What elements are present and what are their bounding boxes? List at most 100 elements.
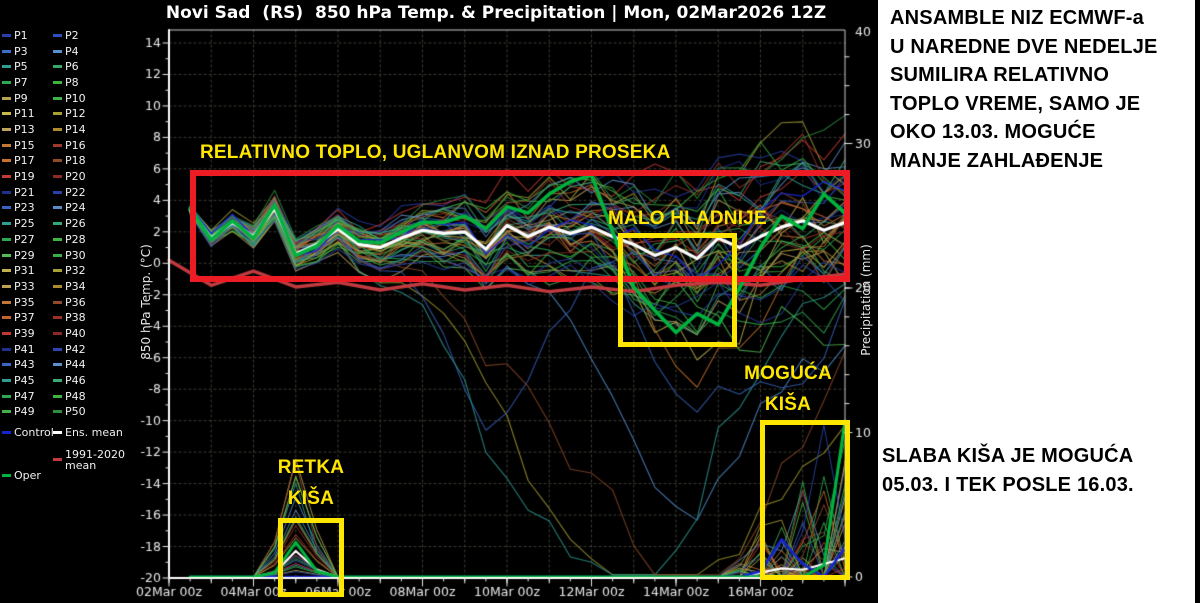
legend-item-label: P4 [65, 44, 79, 58]
legend-row: P23 P24 [2, 200, 132, 215]
legend-item-label: P44 [65, 358, 86, 372]
legend-item-p11: P11 [2, 106, 52, 121]
legend-item-p31: P31 [2, 263, 52, 278]
legend-swatch [2, 410, 11, 414]
legend-swatch [53, 394, 62, 398]
legend-row: P3 P4 [2, 44, 132, 59]
legend-item-label: P25 [14, 217, 35, 231]
legend-swatch [2, 206, 11, 210]
legend-item-p3: P3 [2, 44, 52, 59]
legend-item-label: P16 [65, 138, 86, 152]
legend-item-label: P33 [14, 279, 35, 293]
legend-item-p8: P8 [53, 75, 131, 90]
legend-row: P7 P8 [2, 75, 132, 90]
legend-row: P25 P26 [2, 216, 132, 231]
legend-swatch [53, 65, 62, 69]
legend-swatch [53, 316, 62, 320]
legend-item-p6: P6 [53, 59, 131, 74]
legend-swatch [2, 431, 11, 434]
legend-item-label: Oper [14, 469, 41, 482]
legend-item-p48: P48 [53, 389, 131, 404]
legend-item-label: P20 [65, 170, 86, 184]
edge-strip [1195, 0, 1200, 603]
legend-item-p13: P13 [2, 122, 52, 137]
legend-swatch [53, 222, 62, 226]
legend-item-p24: P24 [53, 200, 131, 215]
legend-swatch [53, 49, 62, 53]
legend-item-p2: P2 [53, 28, 131, 43]
legend-item-p27: P27 [2, 232, 52, 247]
legend-item-label: Ens. mean [65, 426, 123, 439]
legend-swatch [2, 237, 11, 241]
possible-rain-label: MOGUĆA KIŠA [744, 363, 832, 415]
legend-item-p37: P37 [2, 310, 52, 325]
legend-row: P27 P28 [2, 232, 132, 247]
legend-item-label: P42 [65, 342, 86, 356]
legend-item-label: P8 [65, 76, 79, 90]
legend-item-label: P2 [65, 29, 79, 42]
legend-item-label: P34 [65, 279, 86, 293]
legend-item-label: P40 [65, 326, 86, 340]
legend-item-p25: P25 [2, 216, 52, 231]
legend-row: P9 P10 [2, 91, 132, 106]
legend-swatch [53, 96, 62, 100]
legend-row: P37 P38 [2, 310, 132, 325]
legend-item-p35: P35 [2, 295, 52, 310]
legend-item-p22: P22 [53, 185, 131, 200]
legend-swatch [2, 128, 11, 132]
legend-swatch [2, 378, 11, 382]
legend-item-label: P14 [65, 123, 86, 137]
temp-axis-label: 850 hPa Temp. (°C) [139, 244, 153, 360]
legend-item-p14: P14 [53, 122, 131, 137]
legend-swatch [2, 34, 11, 37]
legend-row: P21 P22 [2, 185, 132, 200]
legend-item-p44: P44 [53, 357, 131, 372]
legend-row: P33 P34 [2, 279, 132, 294]
legend-item-p12: P12 [53, 106, 131, 121]
legend-swatch [53, 143, 62, 147]
legend-item-label: P13 [14, 123, 35, 137]
side-panel-bottom-text: SLABA KIŠA JE MOGUĆA 05.03. I TEK POSLE … [882, 445, 1134, 496]
legend-item-p40: P40 [53, 326, 131, 341]
legend-swatch [2, 363, 11, 367]
legend-item-p21: P21 [2, 185, 52, 200]
legend-swatch [2, 300, 11, 304]
legend-item-p36: P36 [53, 295, 131, 310]
legend-item-p49: P49 [2, 404, 52, 419]
legend-row: P13 P14 [2, 122, 132, 137]
legend-item-label: P22 [65, 185, 86, 199]
legend-swatch [2, 222, 11, 226]
legend-item-1991-2020-mean: 1991-2020 mean [53, 449, 131, 471]
legend-item-label: P11 [14, 107, 35, 121]
page-title: Novi Sad (RS) 850 hPa Temp. & Precipitat… [165, 3, 827, 23]
side-panel-top-text: ANSAMBLE NIZ ECMWF-a U NAREDNE DVE NEDEL… [890, 7, 1158, 172]
legend-swatch [53, 81, 62, 85]
legend-row: P5 P6 [2, 59, 132, 74]
legend-item-p10: P10 [53, 91, 131, 106]
rare-rain-box [278, 518, 344, 597]
legend-item-p1: P1 [2, 28, 52, 43]
legend-item-p42: P42 [53, 342, 131, 357]
legend-item-label: P23 [14, 201, 35, 215]
legend-swatch [2, 269, 11, 273]
legend-item-label: P18 [65, 154, 86, 168]
legend-item-p16: P16 [53, 138, 131, 153]
legend-item-p19: P19 [2, 169, 52, 184]
legend-row: P45 P46 [2, 373, 132, 388]
legend-swatch [2, 49, 11, 53]
legend-item-p17: P17 [2, 153, 52, 168]
legend-item-label: P9 [14, 91, 28, 105]
legend-row: P15 P16 [2, 138, 132, 153]
legend-item-p46: P46 [53, 373, 131, 388]
legend-row: P11 P12 [2, 106, 132, 121]
warm-period-label: RELATIVNO TOPLO, UGLANVOM IZNAD PROSEKA [200, 142, 671, 163]
legend-item-p34: P34 [53, 279, 131, 294]
legend-item-label: P41 [14, 342, 35, 356]
legend-row-control-mean: Control Ens. mean [2, 425, 132, 440]
legend-swatch [2, 159, 11, 163]
legend-swatch [2, 112, 11, 116]
legend-item-label: P38 [65, 311, 86, 325]
legend-item-p29: P29 [2, 248, 52, 263]
precip-axis-label: Precipitation (mm) [859, 244, 873, 356]
cooler-box [618, 233, 737, 347]
